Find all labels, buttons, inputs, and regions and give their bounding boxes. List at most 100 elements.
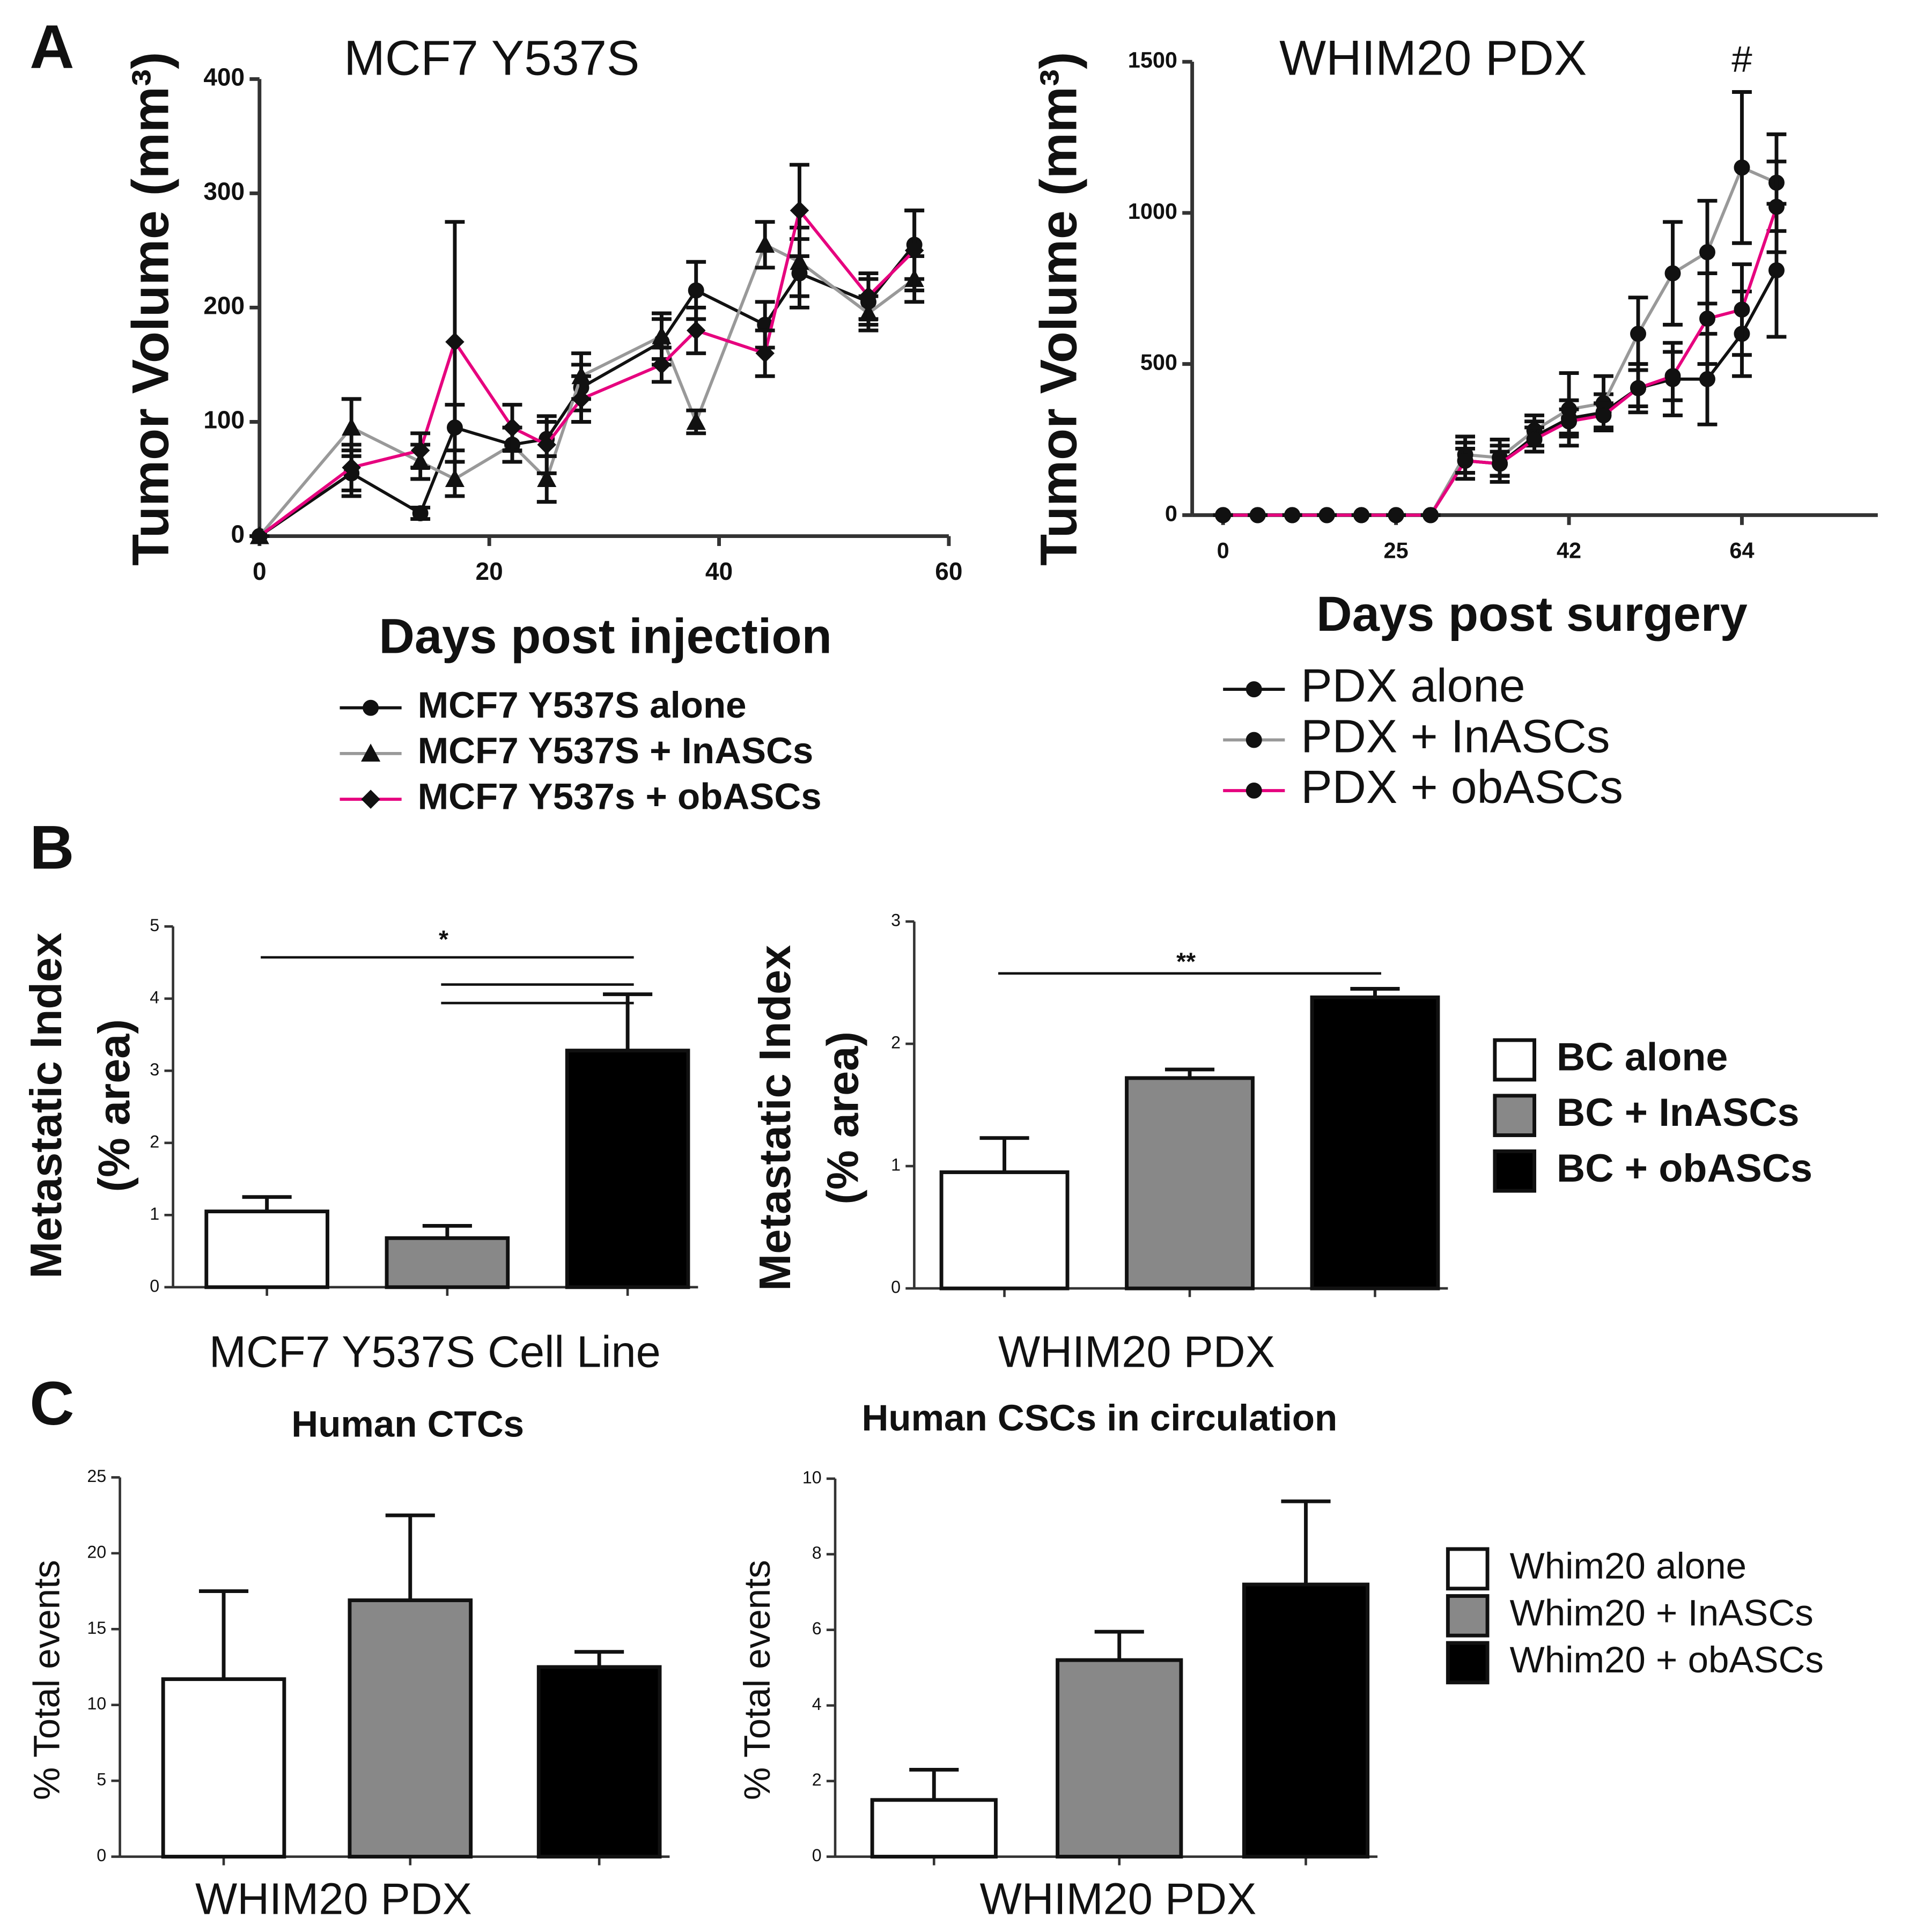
chart-title: Human CSCs in circulation xyxy=(862,1397,1338,1439)
marker xyxy=(652,326,672,344)
x-tick-label: 42 xyxy=(1557,537,1581,563)
y-axis-label: Tumor Volume (mm³) xyxy=(1029,52,1087,566)
x-tick-label: 40 xyxy=(705,557,733,585)
marker xyxy=(410,441,430,460)
x-tick-label: 0 xyxy=(1217,537,1229,563)
marker xyxy=(537,469,557,487)
marker xyxy=(1245,681,1262,698)
error-bar xyxy=(242,1195,292,1212)
marker xyxy=(790,201,809,220)
panel-label: C xyxy=(30,1369,74,1438)
marker xyxy=(1284,507,1301,523)
marker xyxy=(1699,371,1715,387)
y-tick-label: 5 xyxy=(97,1770,106,1789)
y-axis-label: Metastatic Index xyxy=(21,933,71,1279)
y-tick-label: 15 xyxy=(87,1618,106,1638)
x-axis-label: Days post surgery xyxy=(1316,586,1748,641)
marker xyxy=(1768,198,1785,215)
bar xyxy=(536,1665,662,1859)
y-tick-label: 1000 xyxy=(1128,198,1177,224)
marker xyxy=(412,505,429,521)
y-tick-label: 2 xyxy=(812,1770,822,1789)
x-tick-label: 0 xyxy=(253,557,267,585)
marker xyxy=(503,418,522,437)
y-tick-label: 0 xyxy=(891,1278,901,1297)
legend-label: Whim20 + InASCs xyxy=(1510,1592,1814,1634)
y-axis-label: Tumor Volume (mm³) xyxy=(122,52,180,566)
y-tick-label: 1500 xyxy=(1128,47,1177,72)
marker xyxy=(445,469,465,487)
marker xyxy=(1245,732,1262,748)
marker xyxy=(1353,507,1370,523)
error-bar xyxy=(198,1589,249,1679)
marker xyxy=(1492,455,1508,472)
marker xyxy=(1630,380,1646,396)
marker xyxy=(688,282,704,299)
y-tick-label: 3 xyxy=(150,1060,159,1079)
legend-swatch xyxy=(1493,1149,1537,1193)
y-tick-label: 3 xyxy=(891,911,901,930)
chart-title: Human CTCs xyxy=(291,1403,524,1444)
marker xyxy=(755,234,775,253)
marker xyxy=(445,332,465,352)
marker xyxy=(1318,507,1335,523)
y-tick-label: 500 xyxy=(1140,350,1177,375)
x-axis-label: WHIM20 PDX xyxy=(979,1874,1256,1924)
y-tick-label: 300 xyxy=(203,178,245,205)
x-tick-label: 25 xyxy=(1384,537,1409,563)
marker xyxy=(1630,326,1646,342)
y-tick-label: 10 xyxy=(87,1694,106,1713)
x-axis-label: WHIM20 PDX xyxy=(998,1326,1275,1376)
bar xyxy=(1056,1658,1183,1859)
marker xyxy=(1768,262,1785,278)
marker xyxy=(1699,244,1715,261)
marker xyxy=(1245,782,1262,799)
marker xyxy=(250,526,269,546)
marker xyxy=(1388,507,1404,523)
legend-label: MCF7 Y537S alone xyxy=(418,684,747,726)
y-tick-label: 4 xyxy=(150,987,159,1007)
legend-label: Whim20 + obASCs xyxy=(1510,1639,1824,1680)
y-tick-label: 400 xyxy=(203,63,245,91)
x-axis-label: MCF7 Y537S Cell Line xyxy=(209,1326,661,1376)
marker xyxy=(1249,507,1266,523)
y-tick-label: 0 xyxy=(97,1846,106,1865)
y-tick-label: 0 xyxy=(812,1846,822,1865)
marker xyxy=(1561,413,1578,430)
bar xyxy=(1310,995,1440,1291)
legend-label: PDX alone xyxy=(1301,659,1525,712)
error-bar xyxy=(574,1650,624,1667)
legend-label: PDX + InASCs xyxy=(1301,710,1610,763)
chart-title: WHIM20 PDX xyxy=(1279,30,1587,85)
error-bar xyxy=(385,1513,435,1601)
bar xyxy=(161,1677,286,1859)
annotation: # xyxy=(1731,38,1752,79)
y-tick-label: 1 xyxy=(150,1204,159,1223)
marker xyxy=(1423,507,1439,523)
legend-label: BC + obASCs xyxy=(1557,1146,1812,1190)
marker xyxy=(1734,301,1750,318)
bar xyxy=(939,1170,1070,1291)
y-axis-label: Metastatic Index xyxy=(750,945,800,1291)
legend-label: BC alone xyxy=(1557,1035,1728,1079)
error-bar xyxy=(422,1224,472,1238)
error-bar xyxy=(979,1136,1029,1173)
y-tick-label: 0 xyxy=(1165,500,1177,526)
y-tick-label: 200 xyxy=(203,292,245,320)
error-bar xyxy=(1281,1499,1331,1585)
legend-label: PDX + obASCs xyxy=(1301,761,1623,813)
marker xyxy=(1595,407,1612,424)
marker xyxy=(342,458,361,477)
annotation: * xyxy=(439,925,448,953)
x-axis-label: WHIM20 PDX xyxy=(195,1874,472,1924)
y-tick-label: 1 xyxy=(891,1155,901,1175)
legend-swatch xyxy=(1493,1094,1537,1137)
marker xyxy=(652,355,672,374)
marker xyxy=(1699,311,1715,327)
y-tick-label: 4 xyxy=(812,1694,822,1714)
marker xyxy=(537,435,557,454)
legend-swatch xyxy=(1446,1641,1490,1685)
bar xyxy=(565,1049,690,1289)
annotation: ** xyxy=(1176,948,1196,976)
